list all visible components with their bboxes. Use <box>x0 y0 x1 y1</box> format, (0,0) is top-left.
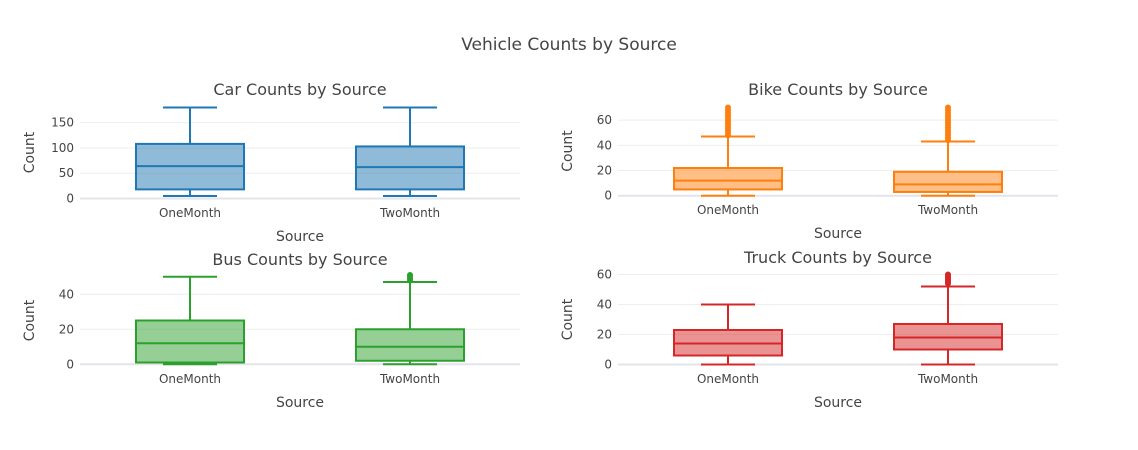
iqr-box <box>673 167 783 191</box>
x-axis-title: Source <box>276 395 324 411</box>
subplot-title: Bike Counts by Source <box>748 80 928 99</box>
y-tick-label: 60 <box>597 113 612 127</box>
y-tick-label: 0 <box>66 357 74 371</box>
y-tick-label: 0 <box>604 358 612 372</box>
x-tick-label: OneMonth <box>697 372 759 386</box>
box-twomonth[interactable] <box>893 271 1003 366</box>
y-tick-label: 100 <box>51 141 74 155</box>
subplot-1: Bike Counts by Source 0 20 40 60 OneMonth TwoM… <box>560 80 1058 242</box>
box-twomonth[interactable] <box>893 104 1003 197</box>
x-tick-label: OneMonth <box>159 372 221 386</box>
outlier-point <box>725 104 731 111</box>
box-twomonth[interactable] <box>355 272 465 366</box>
y-tick-label: 40 <box>597 138 612 152</box>
outlier-point <box>945 104 951 111</box>
x-tick-label: TwoMonth <box>917 372 978 386</box>
y-axis-title: Count <box>560 298 576 340</box>
subplot-title: Truck Counts by Source <box>743 248 932 267</box>
y-tick-label: 0 <box>66 191 74 205</box>
outlier-point <box>407 272 413 278</box>
x-tick-label: TwoMonth <box>379 206 440 220</box>
subplot-2: Bus Counts by Source 0 20 40 OneMonth TwoMont… <box>22 250 520 411</box>
iqr-box <box>135 319 245 364</box>
subplot-3: Truck Counts by Source 0 20 40 60 OneMonth Two… <box>560 248 1058 411</box>
y-axis-title: Count <box>22 131 38 173</box>
box-onemonth[interactable] <box>673 303 783 366</box>
y-tick-label: 50 <box>59 166 74 180</box>
box-onemonth[interactable] <box>135 275 245 366</box>
iqr-box <box>893 170 1003 193</box>
subplot-grid: Car Counts by Source 0 50 100 150 OneMonth Two… <box>22 80 1058 411</box>
y-tick-label: 40 <box>59 287 74 301</box>
y-tick-label: 20 <box>597 328 612 342</box>
y-tick-label: 20 <box>59 322 74 336</box>
figure-title: Vehicle Counts by Source <box>461 35 677 55</box>
y-tick-label: 150 <box>51 116 74 130</box>
box-onemonth[interactable] <box>673 104 783 197</box>
subplot-title: Car Counts by Source <box>213 80 386 99</box>
box-twomonth[interactable] <box>355 106 465 197</box>
iqr-box <box>355 328 465 362</box>
x-tick-label: TwoMonth <box>917 203 978 217</box>
y-axis-title: Count <box>22 299 38 341</box>
x-axis-title: Source <box>814 395 862 411</box>
outlier-point <box>945 271 951 278</box>
subplot-0: Car Counts by Source 0 50 100 150 OneMonth Two… <box>22 80 520 245</box>
box-onemonth[interactable] <box>135 106 245 197</box>
x-tick-label: OneMonth <box>697 203 759 217</box>
x-tick-label: TwoMonth <box>379 372 440 386</box>
x-axis-title: Source <box>276 229 324 245</box>
subplot-title: Bus Counts by Source <box>212 250 387 269</box>
y-axis-title: Count <box>560 130 576 172</box>
y-tick-label: 20 <box>597 164 612 178</box>
y-tick-label: 40 <box>597 298 612 312</box>
x-tick-label: OneMonth <box>159 206 221 220</box>
y-tick-label: 60 <box>597 268 612 282</box>
y-tick-label: 0 <box>604 189 612 203</box>
x-axis-title: Source <box>814 226 862 242</box>
